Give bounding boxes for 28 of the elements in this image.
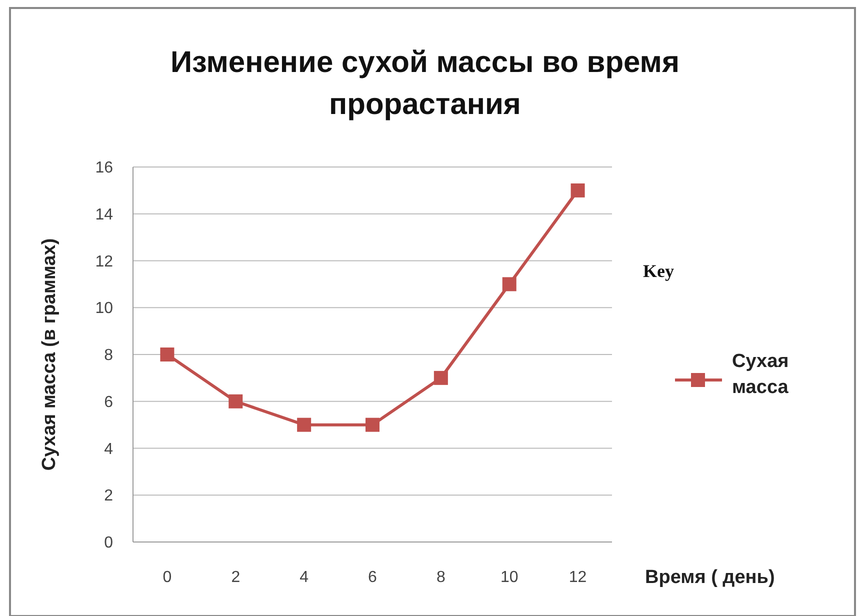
y-tick-label: 14 [95,206,114,224]
x-tick-label: 2 [231,569,240,586]
y-tick-label: 4 [104,440,114,458]
point [297,418,312,432]
y-tick-label: 0 [104,534,114,552]
chart-title: Изменение сухой массы во время прорастания [170,46,680,121]
y-tick-label: 2 [104,488,114,505]
x-axis-title: Время ( день) [645,567,775,588]
y-tick-label: 6 [104,394,114,411]
x-tick-label: 10 [500,569,518,586]
y-tick-label: 16 [95,160,114,177]
x-tick-label: 4 [300,569,309,586]
y-tick-label: 8 [104,347,114,364]
x-tick-label: 12 [568,569,587,586]
legend-label: Сухая масса [732,351,789,398]
legend-title: Key [643,261,674,281]
x-tick-label: 8 [436,569,446,586]
point [160,348,174,362]
y-tick-label: 10 [95,300,114,318]
point [502,277,516,292]
point [570,183,585,198]
x-tick-label: 6 [368,569,378,586]
point [434,370,448,385]
point [228,394,243,408]
point [366,418,380,432]
y-tick-label: 12 [95,253,114,270]
y-axis-title: Сухая масса (в граммах) [39,238,60,471]
x-tick-label: 0 [162,569,172,586]
